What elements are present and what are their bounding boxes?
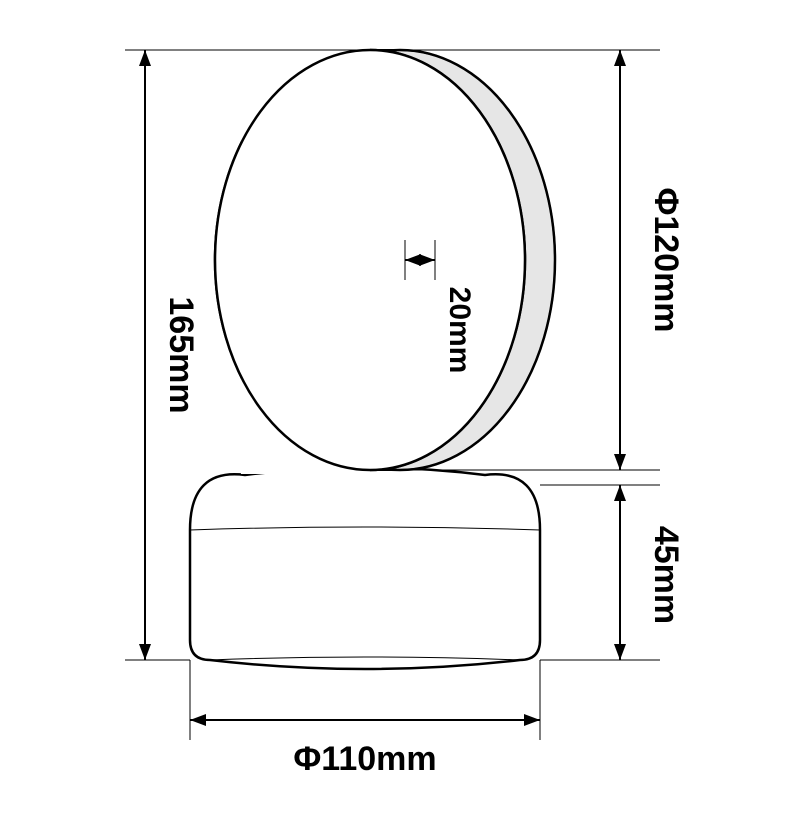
base-body bbox=[190, 468, 540, 670]
dim-disc-thickness-label: 20mm bbox=[443, 287, 476, 374]
dim-disc-diameter-label: Φ120mm bbox=[647, 187, 685, 332]
dimension-diagram: 165mm Φ120mm 45mm Φ110mm 20mm bbox=[0, 0, 800, 837]
dim-total-height-label: 165mm bbox=[162, 296, 200, 413]
dim-base-diameter-label: Φ110mm bbox=[293, 740, 436, 778]
disc-front-face-2 bbox=[215, 50, 525, 470]
dim-base-height-label: 45mm bbox=[647, 526, 685, 624]
